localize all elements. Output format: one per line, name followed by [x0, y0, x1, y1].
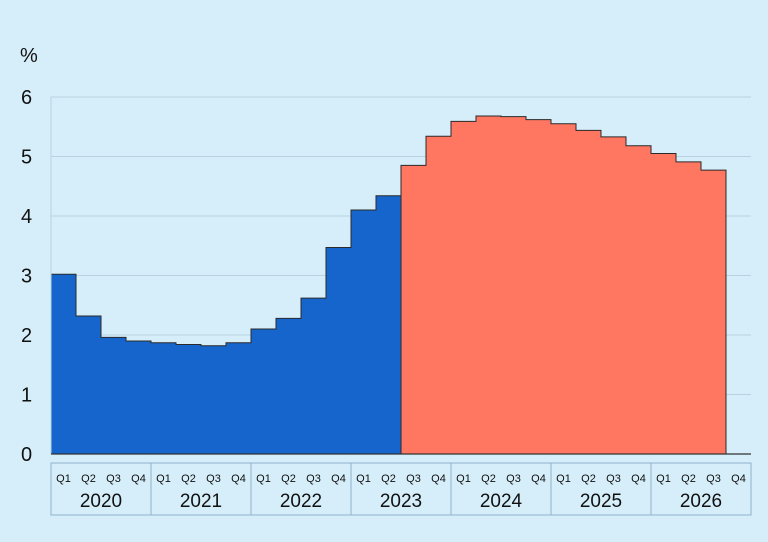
- x-quarter-label: Q3: [306, 473, 321, 485]
- x-quarter-label: Q2: [181, 473, 196, 485]
- y-unit-label: %: [20, 45, 38, 67]
- x-year-label: 2023: [380, 491, 422, 512]
- x-year-label: 2020: [80, 491, 122, 512]
- x-quarter-label: Q1: [156, 473, 171, 485]
- bar: [451, 121, 476, 455]
- series-1: [401, 116, 726, 455]
- bar: [651, 153, 676, 454]
- bar: [101, 337, 126, 454]
- x-quarter-label: Q3: [406, 473, 421, 485]
- bar: [301, 298, 326, 454]
- x-quarter-label: Q2: [481, 473, 496, 485]
- x-quarter-label: Q4: [231, 473, 246, 485]
- bar: [426, 136, 451, 454]
- bar: [176, 344, 201, 454]
- x-quarter-label: Q3: [206, 473, 221, 485]
- x-quarter-label: Q1: [656, 473, 671, 485]
- bar: [151, 342, 176, 454]
- bar: [51, 274, 76, 454]
- bar: [526, 119, 551, 455]
- series-outline: [400, 115, 727, 454]
- y-tick-label: 2: [21, 325, 32, 347]
- bar: [576, 130, 601, 454]
- x-quarter-label: Q4: [731, 473, 746, 485]
- x-quarter-label: Q2: [281, 473, 296, 485]
- y-tick-label: 6: [21, 87, 32, 109]
- x-quarter-label: Q2: [381, 473, 396, 485]
- x-quarter-label: Q1: [456, 473, 471, 485]
- x-quarter-label: Q2: [81, 473, 96, 485]
- bar: [76, 315, 101, 454]
- x-quarter-label: Q3: [606, 473, 621, 485]
- y-tick-label: 5: [21, 147, 32, 169]
- x-quarter-label: Q4: [131, 473, 146, 485]
- x-quarter-label: Q1: [56, 473, 71, 485]
- bar: [226, 342, 251, 454]
- bar: [501, 116, 526, 454]
- bar: [251, 329, 276, 454]
- bar: [376, 195, 401, 454]
- bar: [126, 340, 151, 454]
- y-tick-label: 3: [21, 266, 32, 288]
- bar: [601, 136, 626, 455]
- x-quarter-label: Q3: [506, 473, 521, 485]
- x-quarter-label: Q1: [556, 473, 571, 485]
- x-year-label: 2026: [680, 491, 722, 512]
- x-quarter-label: Q4: [531, 473, 546, 485]
- y-tick-label: 0: [21, 444, 32, 466]
- x-quarter-label: Q1: [256, 473, 271, 485]
- x-quarter-label: Q4: [331, 473, 346, 485]
- series-0: [51, 195, 401, 454]
- bar: [701, 170, 726, 454]
- bar: [201, 345, 226, 454]
- x-quarter-label: Q2: [581, 473, 596, 485]
- x-quarter-label: Q4: [631, 473, 646, 485]
- bar: [276, 318, 301, 454]
- bar: [326, 247, 351, 454]
- series-outline: [50, 195, 402, 454]
- x-year-label: 2022: [280, 491, 322, 512]
- x-quarter-label: Q3: [106, 473, 121, 485]
- y-tick-label: 1: [21, 385, 32, 407]
- bar: [626, 145, 651, 455]
- x-axis-table: [50, 462, 752, 516]
- x-year-label: 2024: [480, 491, 523, 512]
- bar: [476, 116, 501, 454]
- x-quarter-label: Q4: [431, 473, 446, 485]
- x-quarter-label: Q3: [706, 473, 721, 485]
- x-quarter-label: Q1: [356, 473, 371, 485]
- bar: [351, 210, 376, 454]
- x-year-label: 2025: [580, 491, 622, 512]
- y-tick-label: 4: [21, 206, 32, 228]
- bar: [551, 123, 576, 455]
- bar: [676, 161, 701, 455]
- x-year-label: 2021: [180, 491, 222, 512]
- x-quarter-label: Q2: [681, 473, 696, 485]
- bar: [401, 165, 426, 455]
